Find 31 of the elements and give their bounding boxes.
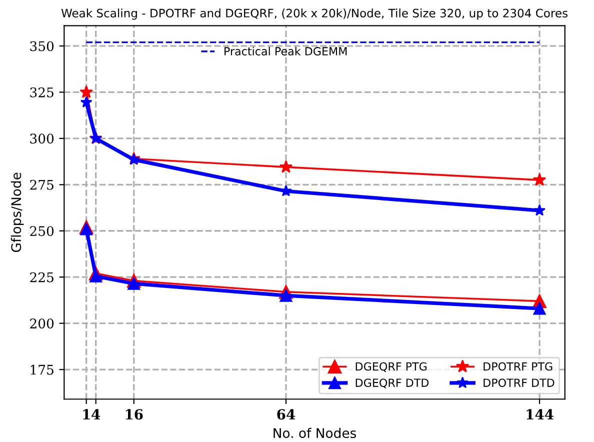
point <box>80 85 93 98</box>
x-axis-title: No. of Nodes <box>274 428 356 438</box>
y-axis-title: Gflops/Node <box>10 172 24 252</box>
x-tick-label: 1 <box>83 409 90 420</box>
x-tick-label: 144 <box>526 409 554 420</box>
y-tick-label: 325 <box>30 87 54 98</box>
legend-label: Practical Peak DGEMM <box>224 46 347 56</box>
point <box>128 277 140 290</box>
y-tick-label: 275 <box>30 180 54 190</box>
point <box>80 222 93 236</box>
legend-label: DPOTRF PTG <box>484 362 552 371</box>
legend-label: DGEQRF DTD <box>356 378 429 388</box>
chart-title: Weak Scaling - DPOTRF and DGEQRF, (20k x 20k)/Node, Tile Size 320, up to 2304 Cores <box>61 8 568 20</box>
x-tick-label: 16 <box>126 409 143 420</box>
y-tick-label: 200 <box>30 318 54 329</box>
y-tick-label: 175 <box>30 364 54 375</box>
point <box>80 96 92 108</box>
legend-label: DPOTRF DTD <box>484 378 554 387</box>
x-tick-label: 64 <box>277 409 296 420</box>
y-tick-label: 250 <box>30 226 54 236</box>
y-tick-label: 225 <box>30 272 54 282</box>
x-tick-label: 4 <box>92 409 100 420</box>
y-tick-label: 300 <box>30 134 54 144</box>
legend-label: DGEQRF PTG <box>356 362 427 372</box>
point <box>533 302 546 315</box>
point <box>532 173 546 186</box>
point <box>90 270 102 282</box>
y-tick-label: 350 <box>30 41 54 52</box>
point <box>280 289 292 302</box>
point <box>534 204 546 216</box>
point <box>279 160 293 173</box>
